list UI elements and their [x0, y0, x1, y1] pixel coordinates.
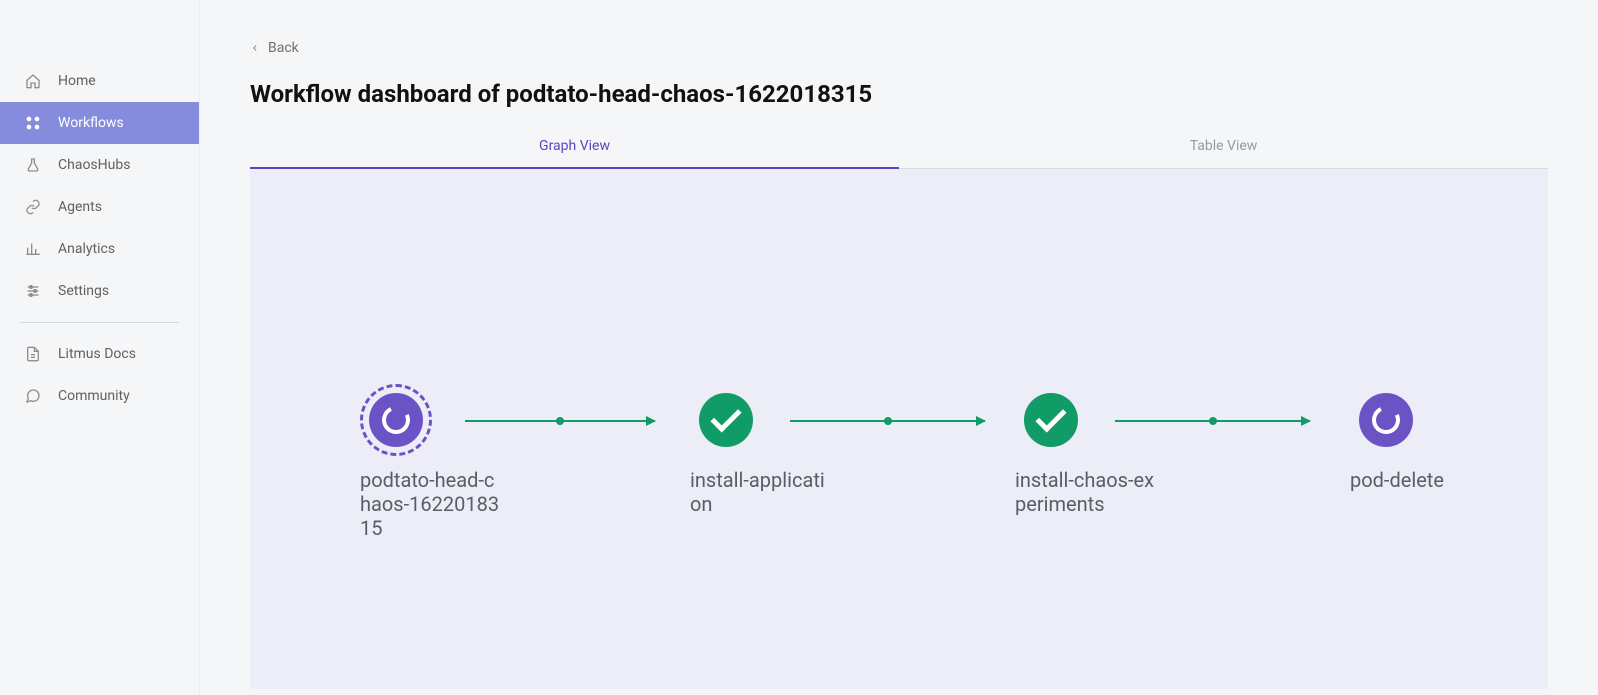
- sidebar-item-label: Agents: [58, 199, 102, 215]
- check-icon: [690, 384, 762, 456]
- sidebar: Home Workflows ChaosHubs Agents Analytic…: [0, 0, 200, 695]
- spinner-icon: [1350, 384, 1422, 456]
- sidebar-item-label: Analytics: [58, 241, 115, 257]
- tab-graph-view[interactable]: Graph View: [250, 126, 899, 168]
- tab-table-view[interactable]: Table View: [899, 126, 1548, 168]
- sidebar-item-analytics[interactable]: Analytics: [0, 228, 199, 270]
- flask-icon: [24, 156, 42, 174]
- sidebar-item-label: Workflows: [58, 115, 124, 131]
- community-icon: [24, 387, 42, 405]
- sidebar-item-chaoshubs[interactable]: ChaosHubs: [0, 144, 199, 186]
- sidebar-item-docs[interactable]: Litmus Docs: [0, 333, 199, 375]
- sidebar-item-settings[interactable]: Settings: [0, 270, 199, 312]
- graph-node-label: pod-delete: [1350, 468, 1490, 492]
- edge-dot: [556, 417, 564, 425]
- graph-node[interactable]: podtato-head-chaos-1622018315: [360, 384, 500, 540]
- link-icon: [24, 198, 42, 216]
- spinner-icon: [360, 384, 432, 456]
- sidebar-item-label: Community: [58, 388, 130, 404]
- sidebar-item-home[interactable]: Home: [0, 60, 199, 102]
- main-content: Back Workflow dashboard of podtato-head-…: [200, 0, 1598, 695]
- check-icon: [1015, 384, 1087, 456]
- sidebar-item-workflows[interactable]: Workflows: [0, 102, 199, 144]
- sidebar-item-community[interactable]: Community: [0, 375, 199, 417]
- edge-dot: [884, 417, 892, 425]
- tab-label: Table View: [1190, 138, 1258, 154]
- workflows-icon: [24, 114, 42, 132]
- doc-icon: [24, 345, 42, 363]
- sidebar-item-label: Settings: [58, 283, 109, 299]
- back-button[interactable]: Back: [250, 40, 299, 56]
- edge-dot: [1209, 417, 1217, 425]
- graph-node-label: install-application: [690, 468, 830, 516]
- sidebar-item-agents[interactable]: Agents: [0, 186, 199, 228]
- graph-node[interactable]: install-application: [690, 384, 830, 516]
- sidebar-item-label: Litmus Docs: [58, 346, 136, 362]
- page-title: Workflow dashboard of podtato-head-chaos…: [250, 80, 1548, 108]
- sidebar-divider: [20, 322, 179, 323]
- sidebar-item-label: ChaosHubs: [58, 157, 130, 173]
- graph-canvas[interactable]: podtato-head-chaos-1622018315 install-app…: [250, 169, 1548, 689]
- tab-label: Graph View: [539, 138, 610, 154]
- home-icon: [24, 72, 42, 90]
- tabs: Graph View Table View: [250, 126, 1548, 169]
- graph-node-label: install-chaos-experiments: [1015, 468, 1155, 516]
- graph-node[interactable]: pod-delete: [1350, 384, 1490, 492]
- sidebar-item-label: Home: [58, 73, 96, 89]
- chart-icon: [24, 240, 42, 258]
- sliders-icon: [24, 282, 42, 300]
- back-label: Back: [268, 40, 299, 56]
- chevron-left-icon: [250, 41, 260, 55]
- graph-node-label: podtato-head-chaos-1622018315: [360, 468, 500, 540]
- graph-node[interactable]: install-chaos-experiments: [1015, 384, 1155, 516]
